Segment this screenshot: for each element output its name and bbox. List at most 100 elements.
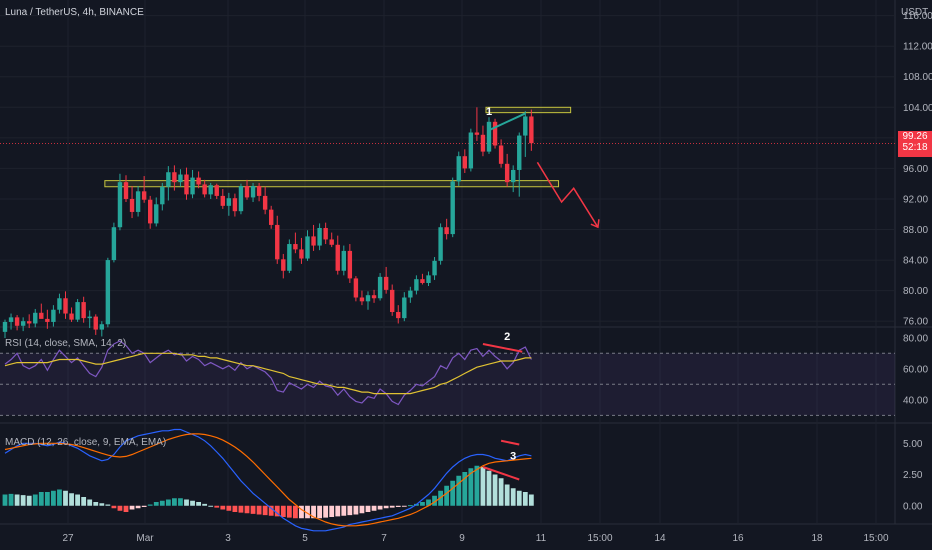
- macd-histogram-bar: [190, 500, 195, 506]
- time-axis[interactable]: 27 Mar 3 5 7 9 11 15:00 14 16 18 15:00: [62, 533, 889, 544]
- macd-histogram-bar: [305, 505, 310, 519]
- macd-histogram-bar: [8, 493, 14, 506]
- macd-histogram-bar: [311, 505, 316, 519]
- candle-up: [432, 260, 437, 276]
- macd-histogram-bar: [208, 505, 214, 507]
- candle-down: [504, 163, 510, 183]
- annotation-2: 2: [504, 331, 510, 343]
- macd-histogram-bar: [280, 505, 286, 517]
- macd-histogram-bar: [256, 505, 262, 515]
- candle-up: [365, 295, 371, 302]
- macd-histogram-bar: [486, 470, 492, 506]
- macd-histogram-bar: [111, 505, 117, 509]
- macd-histogram-bar: [220, 505, 226, 510]
- macd-histogram-bar: [32, 494, 38, 506]
- rsi-pane: [0, 340, 895, 416]
- candle-down: [39, 312, 44, 319]
- macd-histogram-bar: [456, 475, 462, 506]
- price-tick-label: 108.00: [903, 72, 932, 83]
- macd-histogram-bar: [450, 480, 456, 506]
- candle-up: [426, 275, 431, 283]
- macd-histogram-bar: [359, 505, 365, 514]
- macd-histogram-bar: [99, 503, 105, 506]
- macd-histogram-bar: [268, 505, 274, 516]
- macd-histogram-bar: [105, 504, 111, 506]
- candle-down: [492, 121, 498, 146]
- candle-down: [311, 236, 316, 246]
- macd-histogram-bar: [365, 505, 371, 512]
- price-tick-label: 88.00: [903, 225, 928, 236]
- candle-down: [172, 172, 177, 183]
- divergence-line-rsi: [482, 342, 523, 353]
- macd-histogram-bar: [44, 492, 50, 506]
- time-tick-label: 18: [811, 533, 823, 544]
- macd-histogram-bar: [202, 503, 208, 506]
- time-tick-label: 7: [381, 533, 387, 544]
- macd-histogram-bar: [153, 502, 159, 506]
- candle-up: [160, 186, 165, 205]
- price-tick-label: 84.00: [903, 256, 928, 267]
- macd-histogram-bar: [293, 505, 298, 519]
- candle-down: [275, 224, 280, 260]
- candle-up: [166, 172, 171, 187]
- macd-histogram-bar: [389, 505, 395, 508]
- macd-histogram-bar: [401, 505, 407, 507]
- macd-histogram-bar: [75, 494, 80, 506]
- price-tick-label: 112.00: [903, 42, 932, 53]
- candle-up: [8, 317, 14, 322]
- candle-down: [480, 134, 486, 152]
- macd-histogram-bar: [317, 505, 322, 519]
- candle-down: [196, 177, 201, 185]
- candle-down: [63, 298, 68, 314]
- projection-arrowhead: [590, 219, 600, 229]
- price-tick-label: 80.00: [903, 286, 928, 297]
- candle-up: [468, 132, 474, 169]
- candle-down: [529, 116, 534, 144]
- candle-up: [111, 227, 117, 261]
- time-tick-label: 11: [536, 533, 547, 544]
- candle-down: [474, 132, 480, 135]
- candle-down: [129, 198, 135, 212]
- macd-histogram-bar: [420, 502, 425, 506]
- candle-down: [269, 209, 274, 225]
- macd-histogram-bar: [329, 505, 335, 517]
- candle-up: [517, 135, 522, 170]
- candle-up: [450, 181, 455, 235]
- macd-histogram-bar: [14, 494, 20, 506]
- candle-down: [81, 302, 86, 319]
- macd-histogram-bar: [407, 505, 413, 507]
- candle-up: [414, 279, 419, 291]
- candle-down: [390, 289, 395, 313]
- candle-down: [462, 156, 467, 169]
- candle-down: [323, 227, 328, 240]
- candle-down: [371, 295, 377, 299]
- time-tick-label: 5: [302, 533, 308, 544]
- candle-up: [33, 312, 38, 324]
- candle-down: [347, 250, 353, 279]
- time-tick-label: 27: [62, 533, 74, 544]
- candle-up: [226, 198, 232, 206]
- macd-histogram-bar: [504, 484, 510, 506]
- macd-tick-label: 2.50: [903, 470, 923, 481]
- user-drawings: 1 2 3: [482, 106, 600, 481]
- projection-path: [536, 161, 599, 228]
- macd-histogram-bar: [262, 505, 268, 516]
- annotation-3: 3: [510, 451, 516, 463]
- candle-down: [93, 316, 98, 330]
- candle-up: [87, 316, 92, 319]
- candlestick-series: [2, 107, 534, 338]
- candle-up: [135, 191, 141, 212]
- candle-down: [420, 279, 425, 283]
- macd-histogram-bar: [341, 505, 347, 516]
- candle-up: [99, 324, 104, 330]
- candle-down: [281, 259, 286, 271]
- candle-down: [220, 195, 225, 206]
- rsi-tick-label: 60.00: [903, 364, 928, 375]
- macd-histogram-bar: [196, 502, 201, 506]
- candle-down: [184, 174, 189, 195]
- time-tick-label: 3: [225, 533, 231, 544]
- macd-histogram-bar: [135, 505, 141, 509]
- candle-down: [293, 244, 298, 250]
- macd-histogram-bar: [492, 474, 498, 506]
